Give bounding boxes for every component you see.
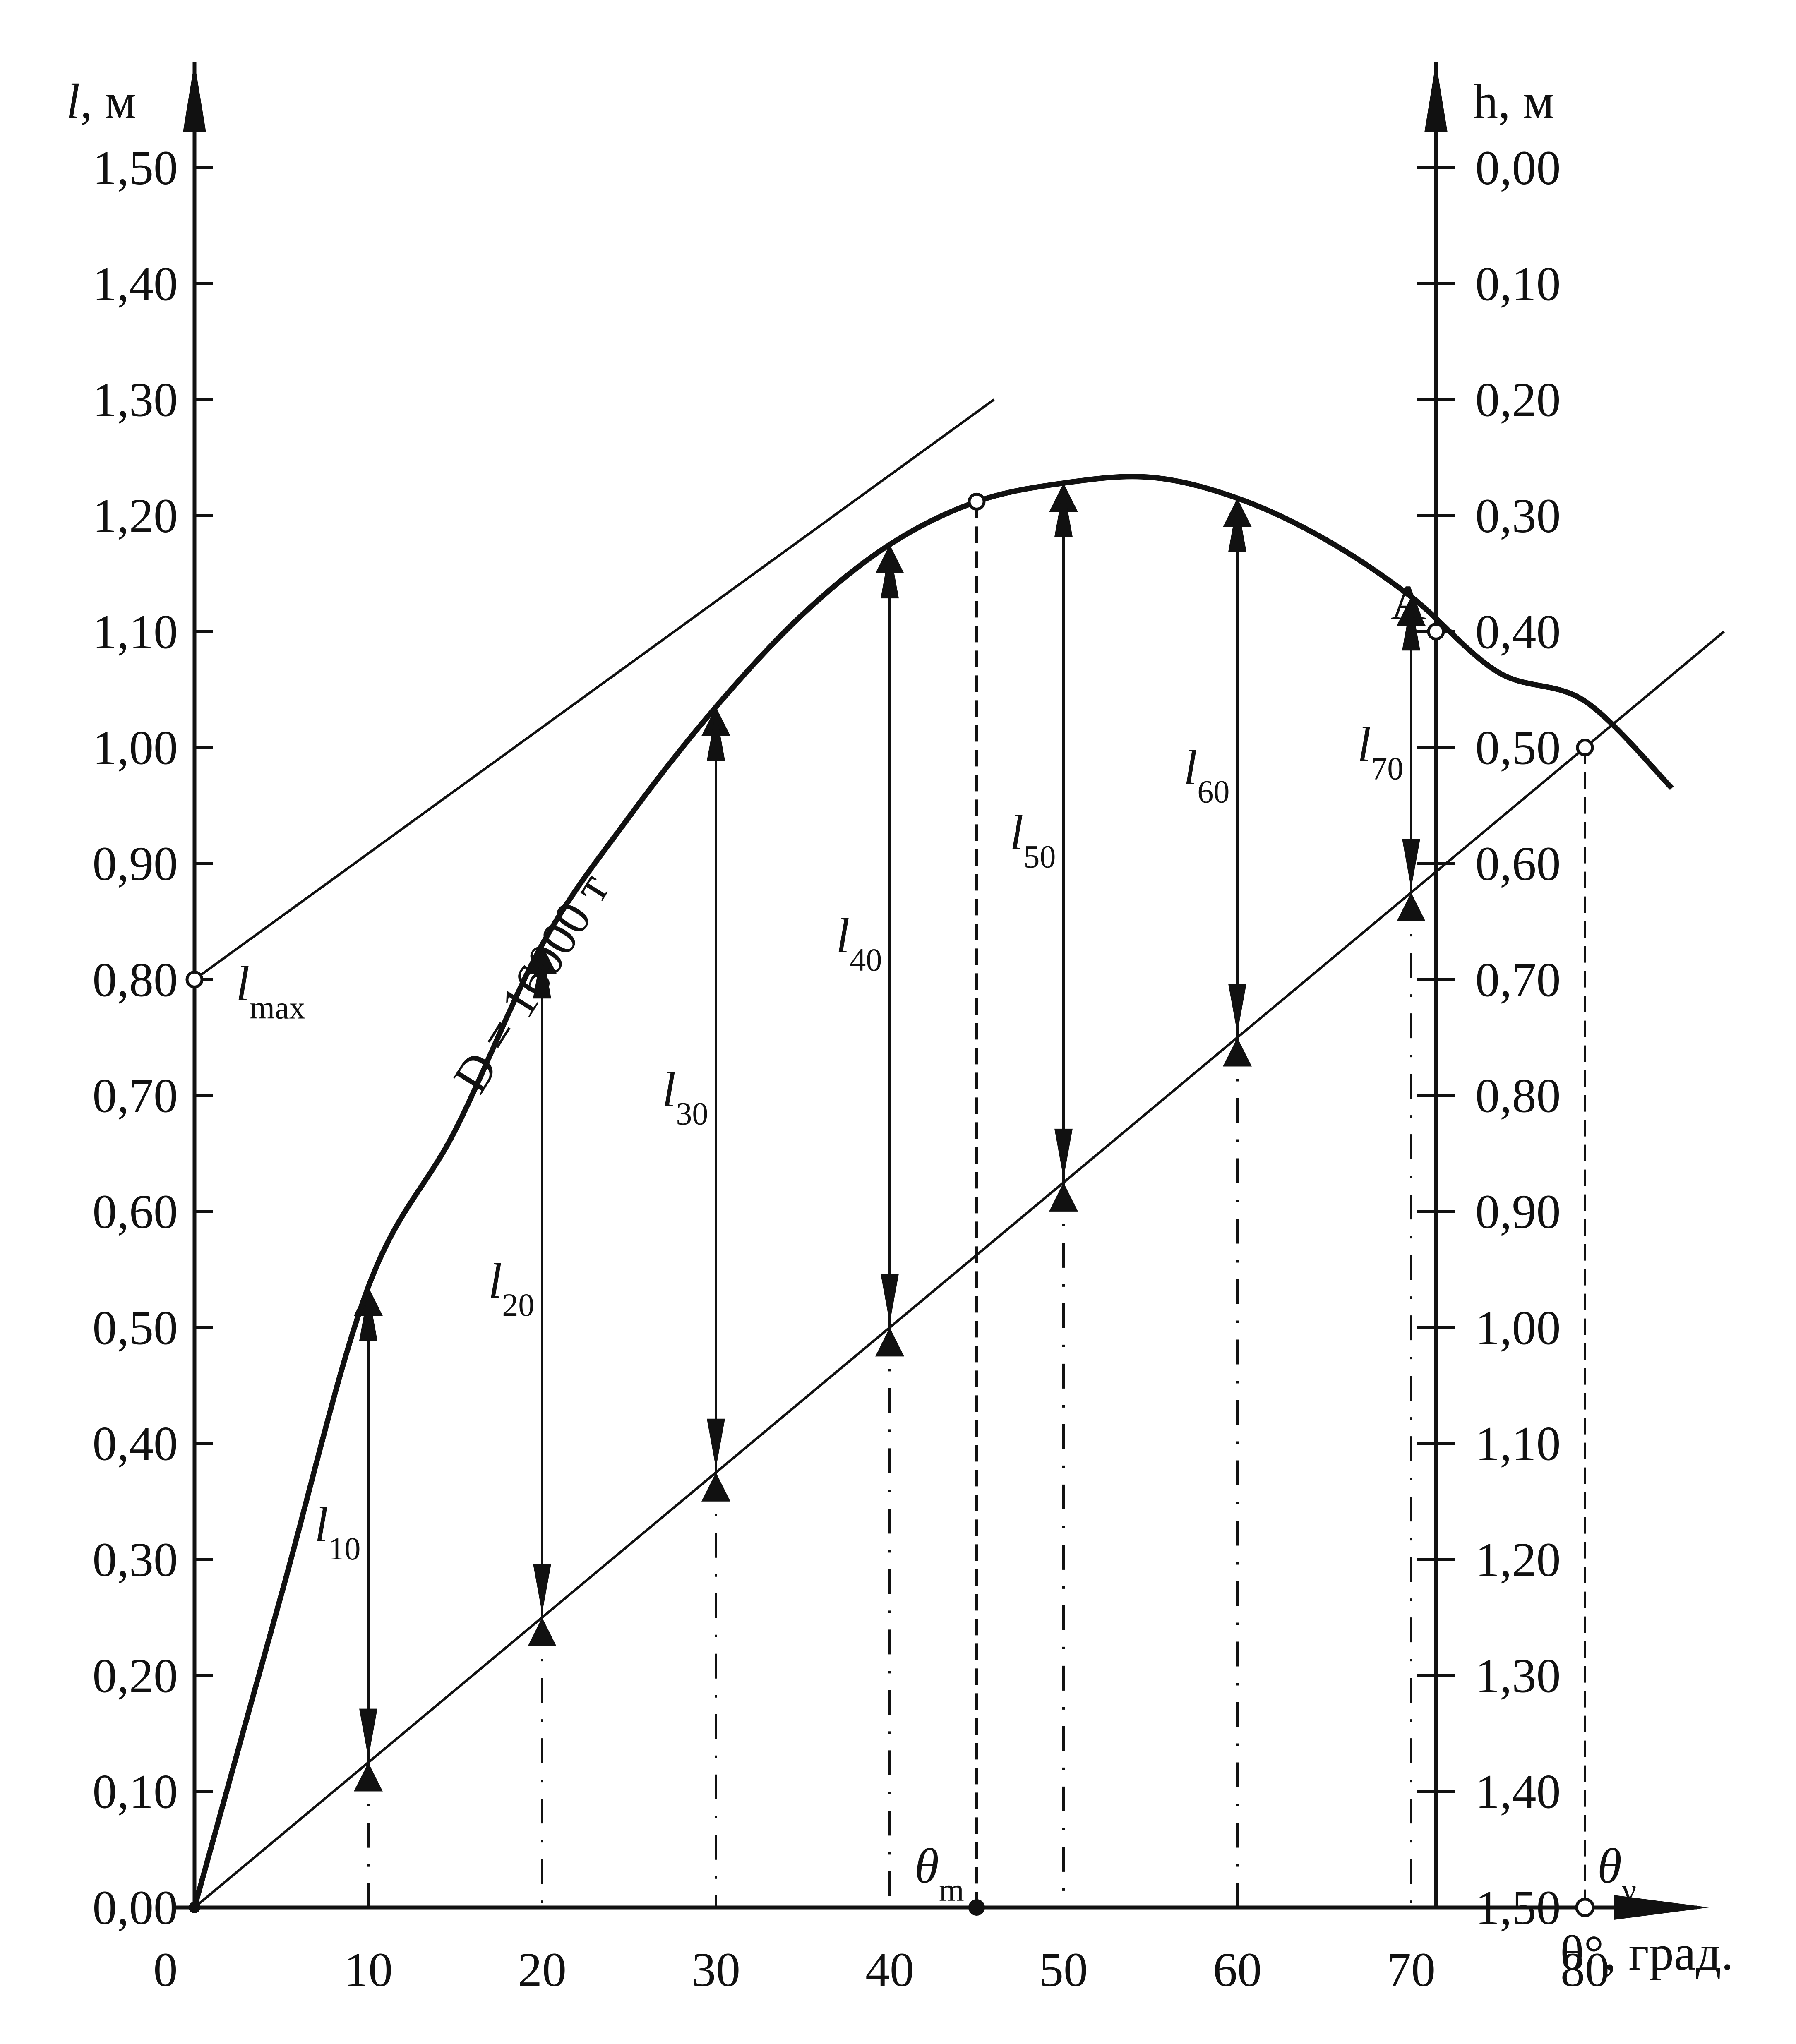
left-tick-label: 0,70 [93, 1069, 178, 1123]
left-axis-label: l, м [66, 74, 136, 129]
tangent-point [968, 492, 986, 511]
right-tick-label: 1,10 [1475, 1417, 1561, 1471]
theta-m-label: θm [915, 1838, 964, 1908]
right-tick-label: 1,00 [1475, 1300, 1561, 1355]
left-tick-label: 1,50 [93, 141, 178, 195]
intersection-point [1576, 739, 1594, 757]
theta-v-point [1575, 1898, 1595, 1917]
arm-head-bottom-icon [1228, 984, 1246, 1034]
right-tick-label: 1,40 [1475, 1765, 1561, 1819]
right-axis-label: h, м [1473, 74, 1554, 129]
arm-head-top-icon [1054, 487, 1073, 537]
left-tick-label: 1,30 [93, 373, 178, 427]
arm-head-bottom-icon [533, 1564, 551, 1614]
right-tick-label: 0,30 [1475, 489, 1561, 543]
x-tick-label: 60 [1213, 1943, 1262, 1997]
arm-head-bottom-icon [1402, 839, 1420, 889]
origin-point [189, 1902, 200, 1913]
line-to-A [194, 631, 1725, 1909]
right-tick-label: 0,50 [1475, 721, 1561, 775]
tangent-line [194, 398, 995, 981]
arm-head-top-icon [533, 949, 551, 999]
x-tick-label: 20 [518, 1943, 567, 1997]
left-tick-label: 0,90 [93, 837, 178, 891]
x-tick-label: 10 [344, 1943, 393, 1997]
arm-label-20: l20 [488, 1253, 534, 1323]
point-A [1427, 622, 1445, 641]
arm-head-bottom-icon [707, 1418, 725, 1468]
left-tick-label: 0,50 [93, 1300, 178, 1355]
labels: l10 l20 l30 l40 l50 l60 l70 lmax Aθm θν D = 16000 … [185, 492, 1636, 1917]
x-axis-label: θ°, град. [1560, 1925, 1734, 1980]
x-tick-label: 0 [154, 1943, 178, 1997]
right-tick-label: 1,20 [1475, 1533, 1561, 1587]
left-tick-label: 1,00 [93, 721, 178, 775]
left-tick-label: 0,40 [93, 1417, 178, 1471]
arm-label-60: l60 [1184, 740, 1229, 810]
arm-head-bottom-icon [1054, 1128, 1073, 1178]
arm-head-top-icon [1402, 601, 1420, 651]
x-tick-label: 70 [1387, 1943, 1436, 1997]
left-tick-label: 0,60 [93, 1185, 178, 1239]
arm-head-top-icon [1228, 502, 1246, 552]
left-tick-label: 0,00 [93, 1881, 178, 1935]
stability-curve [192, 474, 1674, 1908]
right-tick-label: 0,10 [1475, 257, 1561, 311]
left-tick-label: 0,20 [93, 1648, 178, 1703]
arm-label-50: l50 [1010, 805, 1056, 875]
right-tick-label: 0,90 [1475, 1185, 1561, 1239]
x-tick-label: 50 [1039, 1943, 1088, 1997]
lmax-label: lmax [236, 956, 305, 1025]
left-tick-label: 1,20 [93, 489, 178, 543]
arm-head-top-icon [881, 549, 899, 599]
right-axis-arrow-icon [1424, 62, 1448, 132]
right-tick-label: 0,00 [1475, 141, 1561, 195]
arm-label-10: l10 [315, 1497, 360, 1567]
arm-head-bottom-icon [359, 1708, 377, 1759]
x-axis-arrow-icon [1614, 1895, 1709, 1920]
arm-head-bottom-icon [881, 1274, 899, 1324]
arm-label-70: l70 [1357, 717, 1403, 787]
left-tick-label: 1,10 [93, 605, 178, 659]
right-tick-label: 0,40 [1475, 605, 1561, 659]
lmax-point [185, 970, 204, 988]
left-axis-arrow-icon [183, 62, 206, 132]
x-tick-label: 40 [865, 1943, 914, 1997]
left-tick-label: 0,80 [93, 952, 178, 1007]
arm-label-30: l30 [662, 1062, 708, 1132]
right-tick-label: 1,50 [1475, 1881, 1561, 1935]
left-tick-label: 0,10 [93, 1765, 178, 1819]
right-tick-label: 0,70 [1475, 952, 1561, 1007]
arm-head-top-icon [359, 1291, 377, 1341]
curves [192, 398, 1725, 1909]
curve-label: D = 16000 т [442, 864, 620, 1102]
x-tick-label: 30 [692, 1943, 740, 1997]
arm-head-top-icon [707, 711, 725, 761]
right-tick-label: 0,20 [1475, 373, 1561, 427]
left-tick-label: 1,40 [93, 257, 178, 311]
point-A-label: A [1390, 575, 1426, 630]
theta-v-label: θν [1597, 1838, 1636, 1908]
right-tick-label: 0,80 [1475, 1069, 1561, 1123]
theta-m-point [968, 1899, 985, 1916]
axes: 0,00 0,10 0,20 0,30 0,40 0,50 0,60 0,70 0,80 0,90… [66, 62, 1734, 1997]
right-tick-label: 1,30 [1475, 1648, 1561, 1703]
right-tick-label: 0,60 [1475, 837, 1561, 891]
guide-lines [354, 483, 1586, 1907]
arm-label-40: l40 [836, 908, 882, 978]
x-tick-label: 80 [1561, 1943, 1609, 1997]
left-tick-label: 0,30 [93, 1533, 178, 1587]
